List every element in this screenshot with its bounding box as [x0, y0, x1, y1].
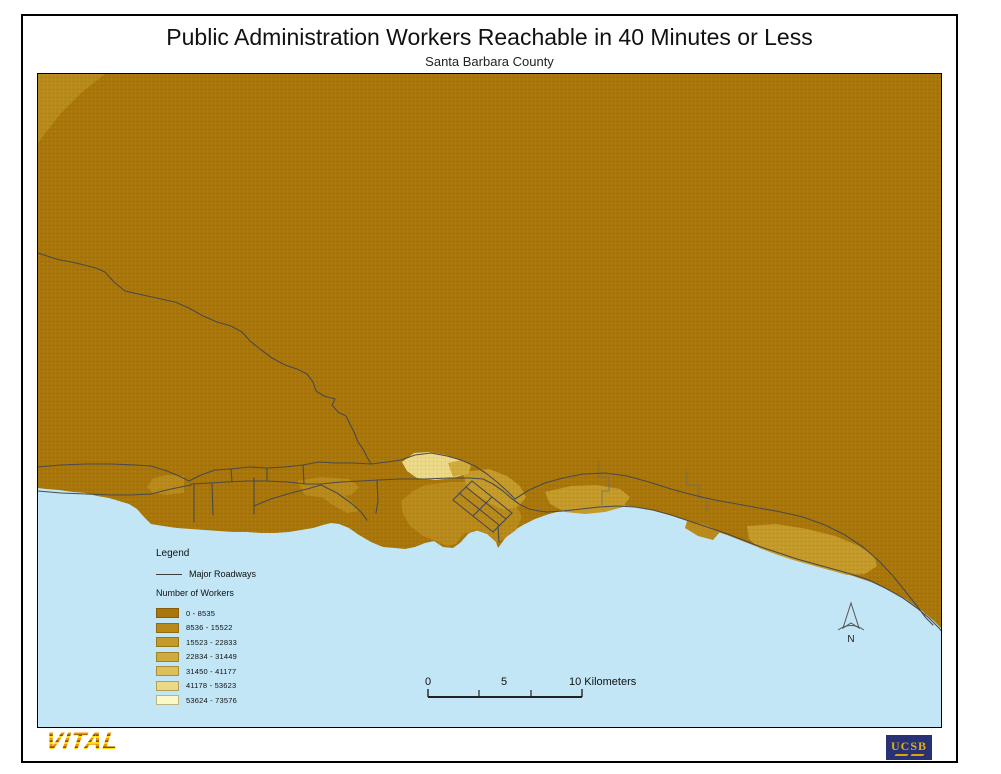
tract-boundaries — [598, 461, 708, 512]
land-dither-texture — [38, 74, 941, 628]
workers-heading: Number of Workers — [156, 588, 234, 598]
road-west-a — [38, 463, 190, 482]
class-label: 31450 - 41177 — [186, 666, 237, 676]
legend-heading: Legend — [156, 548, 190, 559]
class-swatch — [156, 695, 179, 706]
map-canvas: N 0 5 10 Kilometers — [38, 74, 941, 727]
class-swatch — [156, 608, 179, 619]
ucsb-logo: UCSB — [886, 735, 932, 760]
class-swatch — [156, 666, 179, 677]
page-subtitle: Santa Barbara County — [425, 54, 554, 69]
class-label: 8536 - 15522 — [186, 623, 233, 633]
roadway-line-symbol — [156, 573, 182, 575]
ucsb-logo-text: UCSB — [890, 738, 927, 753]
map-frame: N 0 5 10 Kilometers Legend Major Roadway… — [37, 73, 942, 728]
north-arrow: N — [837, 601, 865, 645]
road-hwy154 — [38, 252, 372, 465]
class-label: 22834 - 31449 — [186, 652, 237, 662]
legend-class-row: 8536 - 15522 — [156, 621, 256, 636]
scale-bar: 0 5 10 Kilometers — [425, 676, 637, 698]
legend-class-row: 41178 - 53623 — [156, 679, 256, 694]
legend-class-row: 0 - 8535 — [156, 606, 256, 621]
class-swatch — [156, 622, 179, 633]
class-label: 15523 - 22833 — [186, 637, 237, 647]
class-label: 41178 - 53623 — [186, 681, 237, 691]
road-west-b — [38, 484, 192, 496]
major-roadways — [38, 252, 941, 632]
road-101-lower — [190, 477, 548, 513]
legend-class-row: 53624 - 73576 — [156, 693, 256, 708]
title-block: Public Administration Workers Reachable … — [21, 24, 958, 69]
class-swatch — [156, 680, 179, 691]
class-swatch — [156, 637, 179, 648]
scale-label-5: 5 — [501, 676, 507, 688]
vital-logo: VITAL — [44, 728, 121, 755]
class-label: 53624 - 73576 — [186, 695, 237, 705]
page-title: Public Administration Workers Reachable … — [166, 24, 813, 50]
scale-label-10: 10 Kilometers — [569, 676, 637, 688]
ucsb-logo-waves-icon — [893, 753, 925, 756]
legend-class-row: 22834 - 31449 — [156, 650, 256, 665]
road-101-east — [546, 505, 941, 632]
class-label: 0 - 8535 — [186, 608, 216, 618]
page-border — [21, 14, 958, 763]
roadways-label: Major Roadways — [189, 569, 257, 579]
scale-label-0: 0 — [425, 676, 431, 688]
north-arrow-label: N — [847, 634, 854, 645]
legend-roadways-row: Major Roadways — [156, 569, 256, 579]
map-legend: Legend Major Roadways Number of Workers … — [156, 548, 256, 708]
road-upper — [188, 452, 516, 500]
legend-class-row: 31450 - 41177 — [156, 664, 256, 679]
legend-class-row: 15523 - 22833 — [156, 635, 256, 650]
class-swatch — [156, 651, 179, 662]
road-192-east — [514, 472, 934, 626]
